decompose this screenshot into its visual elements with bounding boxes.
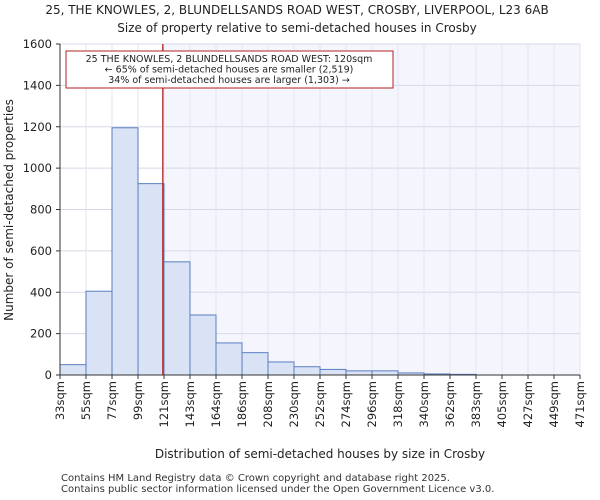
x-axis-label: Distribution of semi-detached houses by … (155, 447, 485, 461)
x-tick-label-77sqm: 77sqm (105, 381, 119, 420)
histogram-chart: 25, THE KNOWLES, 2, BLUNDELLSANDS ROAD W… (2, 3, 587, 461)
x-tick-label-405sqm: 405sqm (495, 381, 509, 427)
annotation-box (65, 50, 394, 89)
bar-186sqm (241, 352, 269, 376)
x-tick-label-230sqm: 230sqm (287, 381, 301, 427)
y-tick-label-1400: 1400 (23, 78, 52, 92)
x-tick-label-121sqm: 121sqm (157, 381, 171, 427)
plot-area: 0 200 400 600 800 1000 1200 1400 1600 33sqm 55sqm 7… (23, 37, 587, 427)
bar-121sqm (163, 261, 191, 376)
bar-99sqm (137, 183, 165, 376)
y-tick-label-1000: 1000 (23, 161, 52, 175)
y-tick-label-1600: 1600 (23, 37, 52, 51)
annotation-line-1: 25 THE KNOWLES, 2 BLUNDELLSANDS ROAD WES… (86, 54, 373, 65)
bar-230sqm (293, 366, 321, 376)
footer-copyright: Contains HM Land Registry data © Crown c… (61, 473, 450, 484)
annotation-line-2: ← 65% of semi-detached houses are smalle… (105, 65, 354, 76)
x-tick-label-252sqm: 252sqm (313, 381, 327, 427)
chart-subtitle: Size of property relative to semi-detach… (117, 21, 476, 35)
y-tick-label-800: 800 (30, 203, 52, 217)
y-axis-label: Number of semi-detached properties (2, 99, 16, 321)
footer-licence: Contains public sector information licen… (61, 484, 495, 495)
x-tick-label-471sqm: 471sqm (573, 381, 587, 427)
bar-252sqm (319, 368, 347, 376)
x-tick-label-296sqm: 296sqm (365, 381, 379, 427)
x-tick-label-383sqm: 383sqm (469, 381, 483, 427)
y-tick-label-200: 200 (30, 327, 52, 341)
bar-143sqm (189, 314, 217, 376)
y-tick-label-0: 0 (45, 368, 52, 382)
bar-274sqm (345, 370, 373, 376)
x-tick-label-186sqm: 186sqm (235, 381, 249, 427)
y-tick-label-400: 400 (30, 285, 52, 299)
chart-title: 25, THE KNOWLES, 2, BLUNDELLSANDS ROAD W… (45, 3, 548, 17)
x-tick-label-449sqm: 449sqm (547, 381, 561, 427)
annotation-line-3: 34% of semi-detached houses are larger (… (108, 75, 350, 86)
x-tick-label-362sqm: 362sqm (443, 381, 457, 427)
x-tick-label-55sqm: 55sqm (79, 381, 93, 420)
bar-33sqm (59, 364, 87, 376)
x-tick-label-33sqm: 33sqm (53, 381, 67, 420)
x-tick-label-340sqm: 340sqm (417, 381, 431, 427)
x-tick-label-164sqm: 164sqm (209, 381, 223, 427)
x-tick-label-143sqm: 143sqm (183, 381, 197, 427)
x-tick-label-99sqm: 99sqm (131, 381, 145, 420)
bar-296sqm (371, 370, 399, 376)
bar-164sqm (215, 342, 243, 376)
x-tick-label-318sqm: 318sqm (391, 381, 405, 427)
bar-55sqm (85, 290, 113, 376)
bar-208sqm (267, 361, 295, 376)
bar-77sqm (111, 127, 139, 376)
x-tick-label-208sqm: 208sqm (261, 381, 275, 427)
x-tick-label-427sqm: 427sqm (521, 381, 535, 427)
y-tick-label-1200: 1200 (23, 120, 52, 134)
y-tick-label-600: 600 (30, 244, 52, 258)
x-tick-label-274sqm: 274sqm (339, 381, 353, 427)
